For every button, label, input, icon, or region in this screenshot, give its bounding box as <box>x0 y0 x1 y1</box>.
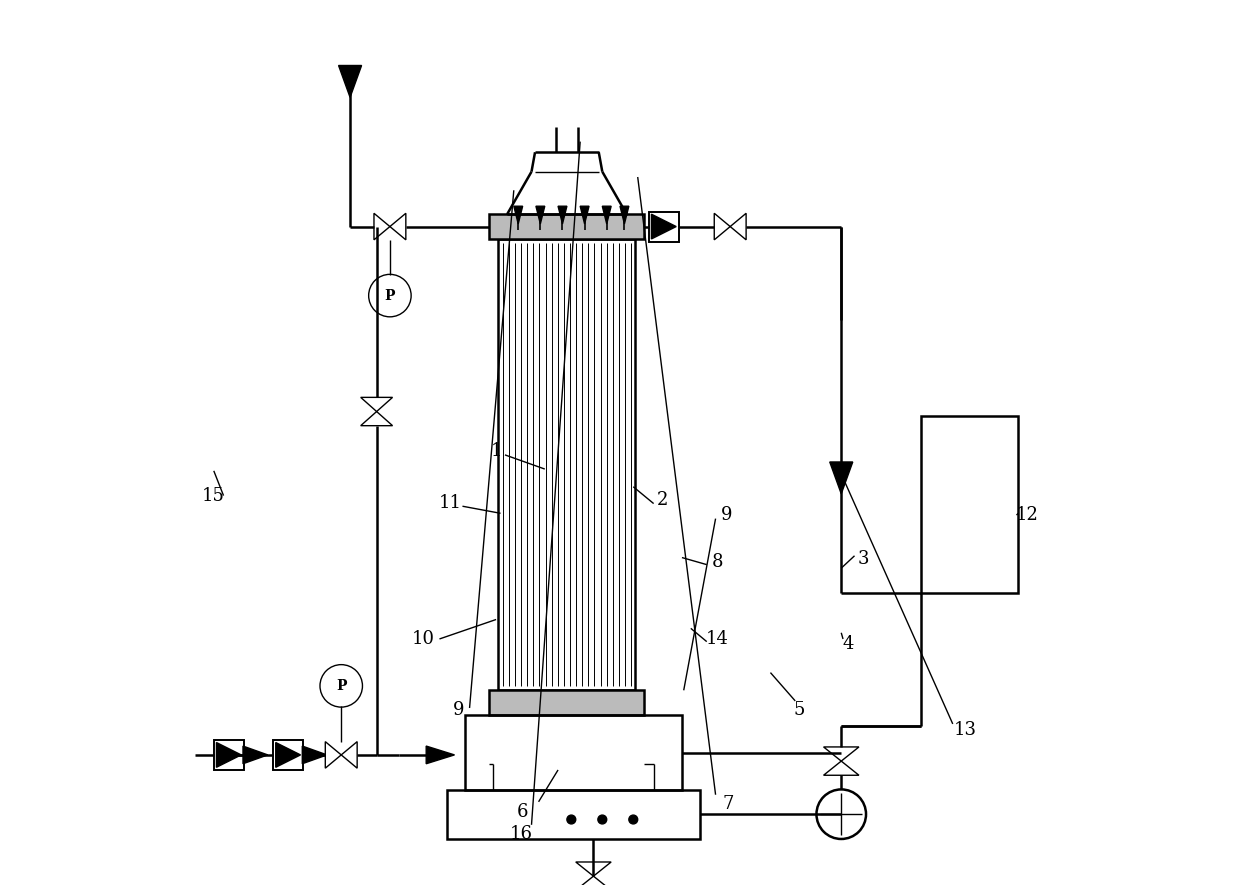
Bar <box>213 740 244 770</box>
Text: 11: 11 <box>439 494 461 512</box>
Polygon shape <box>651 214 676 239</box>
Polygon shape <box>361 397 393 412</box>
Text: 9: 9 <box>720 506 732 524</box>
Polygon shape <box>558 206 567 224</box>
Bar <box>448 790 699 839</box>
Bar <box>921 416 1018 593</box>
Text: 8: 8 <box>712 553 723 571</box>
Polygon shape <box>389 213 405 240</box>
Polygon shape <box>361 412 393 426</box>
Text: P: P <box>336 679 346 693</box>
Text: 6: 6 <box>517 804 528 821</box>
Circle shape <box>567 815 575 824</box>
Text: P: P <box>384 289 396 303</box>
Text: 9: 9 <box>453 701 465 719</box>
Circle shape <box>598 815 606 824</box>
Polygon shape <box>823 761 859 775</box>
Polygon shape <box>374 213 389 240</box>
Polygon shape <box>325 742 341 768</box>
Polygon shape <box>714 213 730 240</box>
Circle shape <box>629 815 637 824</box>
Text: 7: 7 <box>722 795 734 812</box>
Text: 13: 13 <box>954 721 977 739</box>
Bar <box>273 740 303 770</box>
Polygon shape <box>303 746 327 764</box>
Circle shape <box>320 665 362 707</box>
Polygon shape <box>341 742 357 768</box>
Circle shape <box>368 274 412 317</box>
Polygon shape <box>243 746 268 764</box>
Polygon shape <box>217 743 242 767</box>
Polygon shape <box>427 746 455 764</box>
Text: 10: 10 <box>412 630 435 648</box>
Polygon shape <box>513 206 522 224</box>
Polygon shape <box>275 743 300 767</box>
Polygon shape <box>536 206 544 224</box>
Polygon shape <box>730 213 746 240</box>
Polygon shape <box>620 206 629 224</box>
Polygon shape <box>575 876 611 885</box>
Polygon shape <box>575 862 611 876</box>
Polygon shape <box>580 206 589 224</box>
Text: 4: 4 <box>843 635 854 653</box>
Text: 5: 5 <box>794 701 805 719</box>
Text: 2: 2 <box>657 491 668 509</box>
Bar <box>490 690 645 715</box>
Text: 12: 12 <box>1016 506 1039 524</box>
Bar <box>498 239 635 690</box>
Polygon shape <box>603 206 611 224</box>
Bar <box>465 715 682 790</box>
Text: 1: 1 <box>490 442 502 460</box>
Text: 14: 14 <box>706 630 729 648</box>
Bar <box>490 214 645 239</box>
Circle shape <box>816 789 866 839</box>
Text: 3: 3 <box>858 550 869 568</box>
Text: 16: 16 <box>510 825 532 843</box>
Polygon shape <box>823 747 859 761</box>
Polygon shape <box>830 462 853 494</box>
Polygon shape <box>339 65 362 97</box>
Text: 15: 15 <box>201 487 224 504</box>
Bar <box>649 212 678 242</box>
